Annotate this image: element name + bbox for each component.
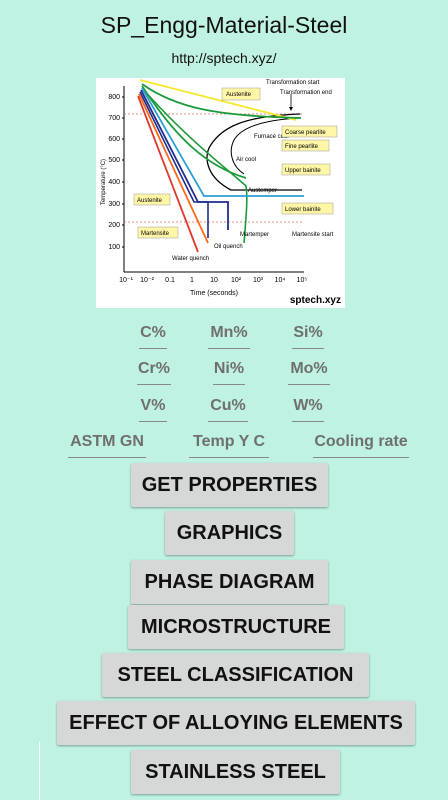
x-tick-6: 10³ — [253, 277, 264, 284]
y-tick-800: 800 — [108, 94, 120, 101]
y-tick-100: 100 — [108, 244, 120, 251]
silicon-percent-input[interactable]: Si% — [292, 321, 324, 349]
y-tick-300: 300 — [108, 201, 120, 208]
manganese-percent-input[interactable]: Mn% — [208, 321, 250, 349]
label-fine-pearlite: Fine pearlite — [285, 144, 319, 150]
x-tick-8: 10⁵ — [297, 277, 308, 284]
x-tick-7: 10⁴ — [275, 277, 286, 284]
label-coarse-pearlite: Coarse pearlite — [285, 130, 326, 136]
x-tick-4: 10 — [210, 277, 218, 284]
label-water-quench: Water quench — [172, 256, 209, 262]
label-austenite-top: Austenite — [226, 92, 252, 98]
label-lower-bainite: Lower bainite — [285, 207, 321, 213]
label-martensite-start: Martensite start — [292, 232, 334, 238]
nickel-percent-input[interactable]: Ni% — [213, 357, 245, 385]
label-furnace-cool: Furnace cool — [254, 134, 289, 140]
graphics-button[interactable]: GRAPHICS — [165, 511, 294, 555]
y-tick-700: 700 — [108, 115, 120, 122]
label-transformation-end: Transformation end — [280, 90, 332, 96]
label-transformation-start: Transformation start — [266, 80, 320, 86]
y-tick-600: 600 — [108, 136, 120, 143]
carbon-percent-input[interactable]: C% — [139, 321, 167, 349]
app-title: SP_Engg-Material-Steel — [100, 12, 348, 38]
copper-percent-input[interactable]: Cu% — [208, 394, 248, 422]
y-tick-400: 400 — [108, 179, 120, 186]
cooling-rate-input[interactable]: Cooling rate — [313, 430, 409, 458]
label-austemper: Austemper — [248, 188, 277, 194]
x-tick-5: 10² — [231, 277, 242, 284]
y-axis-label: Temperature (°C) — [101, 159, 107, 205]
label-upper-bainite: Upper bainite — [285, 168, 321, 174]
label-martensite-box: Martensite — [141, 231, 170, 237]
y-tick-500: 500 — [108, 157, 120, 164]
label-martemper: Martemper — [240, 232, 269, 238]
scroll-indicator — [39, 742, 40, 800]
stainless-steel-button[interactable]: STAINLESS STEEL — [131, 750, 340, 794]
label-air-cool: Air cool — [236, 157, 256, 163]
vanadium-percent-input[interactable]: V% — [139, 394, 167, 422]
effect-of-alloying-elements-button[interactable]: EFFECT OF ALLOYING ELEMENTS — [57, 701, 415, 745]
get-properties-button[interactable]: GET PROPERTIES — [131, 463, 328, 507]
molybdenum-percent-input[interactable]: Mo% — [288, 357, 330, 385]
label-oil-quench: Oil quench — [214, 244, 243, 250]
tungsten-percent-input[interactable]: W% — [292, 394, 324, 422]
ttt-diagram: 800 700 600 500 400 300 200 100 Temperat… — [96, 78, 345, 308]
chromium-percent-input[interactable]: Cr% — [137, 357, 171, 385]
watermark: sptech.xyz — [290, 295, 341, 306]
phase-diagram-button[interactable]: PHASE DIAGRAM — [131, 560, 328, 604]
temperature-input[interactable]: Temp Y C — [189, 430, 269, 458]
app-url: http://sptech.xyz/ — [171, 50, 277, 66]
astm-grain-number-input[interactable]: ASTM GN — [68, 430, 146, 458]
x-tick-1: 10⁻² — [140, 277, 154, 284]
x-tick-3: 1 — [190, 277, 194, 284]
microstructure-button[interactable]: MICROSTRUCTURE — [128, 605, 344, 649]
x-tick-2: 0.1 — [165, 277, 175, 284]
x-tick-0: 10⁻¹ — [119, 277, 133, 284]
label-austenite-left: Austenite — [137, 198, 163, 204]
steel-classification-button[interactable]: STEEL CLASSIFICATION — [102, 653, 369, 697]
x-axis-label: Time (seconds) — [190, 290, 238, 297]
y-tick-200: 200 — [108, 222, 120, 229]
